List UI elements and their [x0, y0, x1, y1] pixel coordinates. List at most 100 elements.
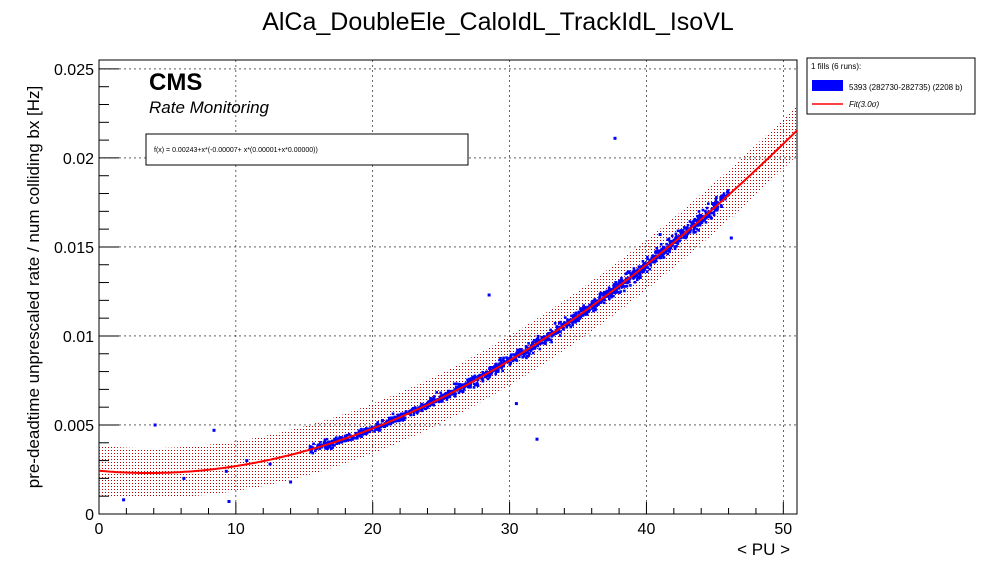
data-point — [531, 340, 535, 344]
cms-label: CMS — [149, 69, 202, 96]
data-point — [560, 323, 563, 327]
data-point — [335, 442, 339, 445]
data-point — [597, 303, 600, 306]
data-point — [624, 285, 628, 288]
data-point — [626, 279, 630, 283]
data-point — [646, 257, 649, 261]
data-point — [417, 406, 420, 409]
data-point — [424, 407, 427, 410]
data-point — [430, 402, 434, 406]
data-point — [649, 262, 652, 265]
data-point — [676, 242, 680, 245]
data-point — [705, 214, 709, 217]
data-point — [357, 434, 361, 438]
data-point — [364, 432, 368, 436]
data-point — [639, 269, 642, 273]
data-point — [701, 219, 705, 223]
data-point — [526, 351, 529, 354]
data-point-outlier — [535, 437, 539, 441]
data-point — [489, 366, 492, 369]
data-point — [643, 267, 647, 271]
data-point — [461, 390, 465, 393]
data-point — [533, 339, 536, 342]
data-point — [686, 232, 689, 236]
data-point — [662, 246, 666, 249]
data-point — [639, 276, 642, 279]
data-point — [318, 447, 322, 450]
data-point — [418, 405, 422, 409]
data-point — [363, 428, 366, 431]
data-point — [457, 386, 461, 389]
data-point — [726, 190, 729, 194]
data-point — [521, 349, 524, 352]
data-point — [658, 255, 662, 259]
data-point — [592, 301, 595, 304]
data-point — [576, 318, 580, 321]
data-point — [515, 351, 518, 355]
data-point — [391, 412, 395, 416]
data-point — [383, 425, 386, 428]
data-point — [714, 201, 717, 205]
data-point — [592, 309, 595, 313]
data-point — [478, 373, 482, 377]
data-point — [327, 446, 331, 449]
data-point — [473, 374, 477, 378]
legend-entry-data: 5393 (282730-282735) (2208 b) — [849, 83, 963, 92]
data-point — [401, 419, 405, 422]
data-point — [536, 336, 540, 340]
data-point — [525, 354, 529, 358]
data-point-outlier — [212, 428, 216, 432]
data-point — [621, 284, 625, 287]
data-point — [701, 208, 705, 212]
data-point — [693, 217, 697, 221]
data-point — [668, 250, 671, 254]
data-point — [535, 344, 539, 347]
data-point — [472, 386, 476, 389]
data-point — [441, 397, 445, 401]
data-point — [624, 272, 628, 276]
data-point — [615, 289, 618, 292]
data-point — [649, 264, 652, 267]
data-point — [675, 236, 678, 239]
data-point — [481, 379, 485, 383]
data-point — [420, 409, 424, 413]
data-point — [661, 248, 665, 251]
data-point — [364, 428, 368, 432]
data-point — [447, 395, 451, 398]
data-point — [715, 209, 718, 212]
data-point — [448, 390, 452, 394]
data-point — [627, 280, 631, 284]
data-point — [679, 233, 683, 237]
chart-title: AlCa_DoubleEle_CaloIdL_TrackIdL_IsoVL — [262, 8, 734, 36]
data-point — [426, 406, 429, 409]
data-point — [612, 283, 616, 286]
confidence-band-area — [99, 105, 797, 498]
data-point — [697, 210, 701, 213]
data-point — [678, 239, 681, 243]
x-tick-label: 30 — [501, 521, 519, 538]
data-point — [641, 269, 644, 273]
data-point — [331, 446, 334, 449]
data-point — [488, 367, 491, 371]
data-point — [443, 393, 447, 396]
data-point — [502, 356, 505, 360]
data-point — [394, 419, 398, 423]
data-point — [655, 246, 659, 250]
fit-formula-box — [145, 133, 469, 166]
data-point — [500, 362, 504, 365]
data-point — [432, 403, 436, 407]
data-point — [684, 236, 688, 240]
data-point — [603, 298, 607, 302]
data-point — [710, 217, 713, 220]
data-point — [608, 287, 611, 291]
data-point — [355, 436, 359, 440]
data-point — [396, 419, 399, 423]
data-point — [639, 274, 642, 277]
rate-monitoring-label: Rate Monitoring — [149, 98, 270, 117]
data-point — [416, 411, 419, 415]
y-tick-label: 0.015 — [54, 240, 94, 257]
data-point — [490, 372, 493, 375]
data-point — [545, 337, 549, 340]
data-point — [498, 358, 501, 362]
data-point — [720, 194, 724, 197]
